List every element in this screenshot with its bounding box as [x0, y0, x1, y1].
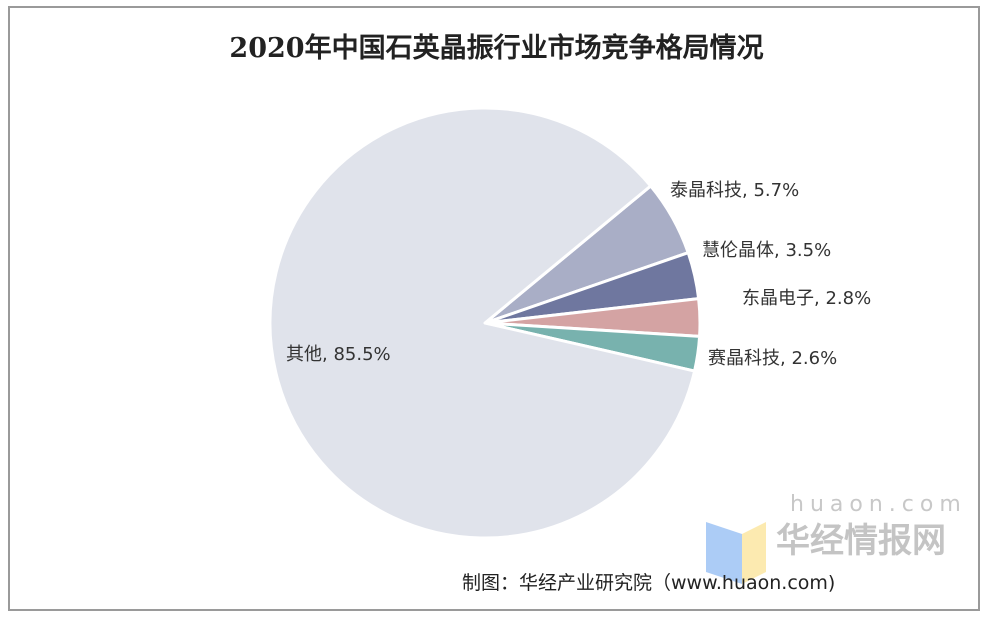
- slice-label: 赛晶科技, 2.6%: [708, 348, 838, 369]
- slice-label: 东晶电子, 2.8%: [742, 288, 872, 309]
- watermark-logo-icon: [706, 522, 766, 584]
- slice-label: 慧伦晶体, 3.5%: [702, 240, 832, 261]
- watermark-url: huaon.com: [790, 492, 967, 517]
- chart-frame: [8, 6, 980, 611]
- pie-slice-4: [268, 106, 697, 540]
- source-note: 制图：华经产业研究院（www.huaon.com): [462, 572, 836, 594]
- watermark-text: 华经情报网: [776, 521, 946, 561]
- slice-label: 泰晶科技, 5.7%: [670, 180, 800, 201]
- slice-label: 其他, 85.5%: [286, 344, 391, 365]
- chart-title: 2020年中国石英晶振行业市场竞争格局情况: [229, 33, 764, 64]
